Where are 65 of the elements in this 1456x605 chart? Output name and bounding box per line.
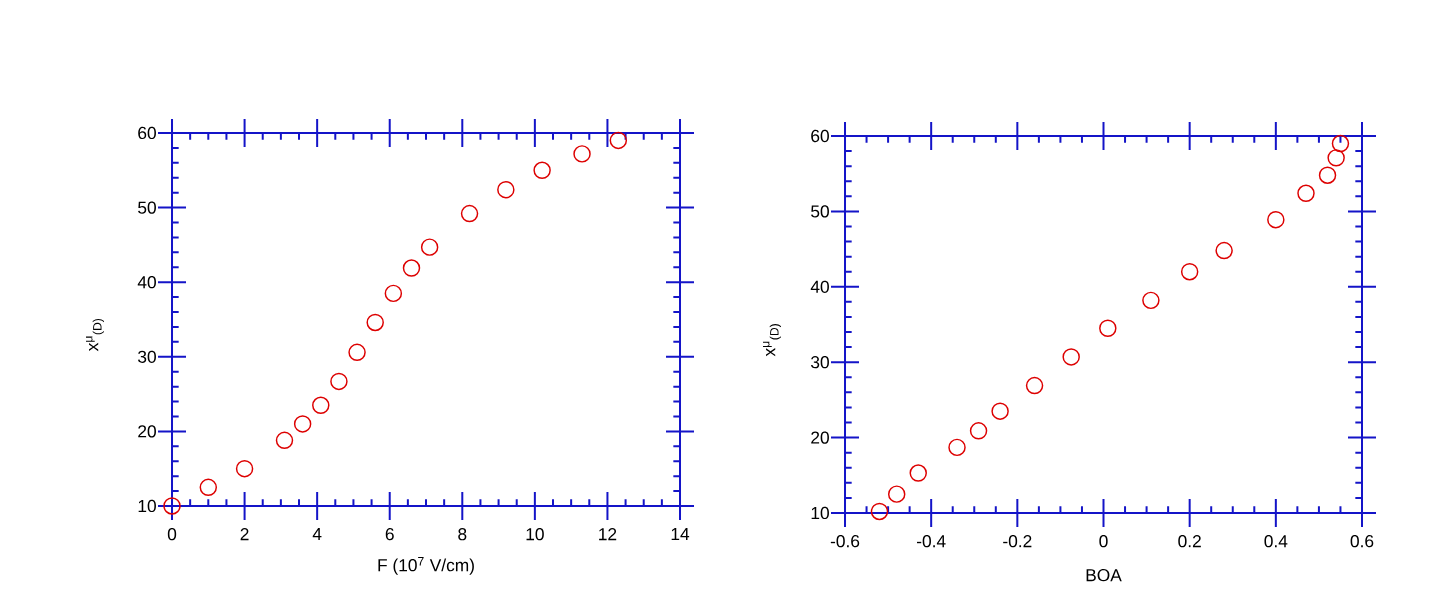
y-tick-label: 50 bbox=[811, 205, 829, 218]
x-tick-label: 0.6 bbox=[1350, 535, 1374, 548]
x-tick-label: 2 bbox=[240, 528, 249, 541]
x-tick-label: 0.4 bbox=[1264, 535, 1288, 548]
point bbox=[991, 402, 1009, 420]
point bbox=[969, 422, 988, 440]
point bbox=[497, 180, 515, 199]
point bbox=[533, 161, 551, 180]
point bbox=[887, 485, 906, 503]
y-tick-label: 20 bbox=[138, 425, 156, 438]
point bbox=[275, 431, 294, 450]
point bbox=[199, 478, 218, 497]
point bbox=[420, 238, 439, 256]
x-tick-label: 10 bbox=[526, 528, 544, 541]
point bbox=[348, 343, 366, 362]
point bbox=[1099, 319, 1117, 337]
x-tick-label: -0.4 bbox=[917, 535, 946, 548]
x-tick-label: 12 bbox=[599, 528, 617, 541]
y-tick-label: 30 bbox=[138, 350, 156, 363]
point bbox=[1267, 210, 1285, 229]
point bbox=[1327, 149, 1345, 167]
point bbox=[1025, 376, 1044, 395]
point bbox=[235, 459, 254, 478]
point bbox=[330, 372, 348, 391]
x-tick-label: 0 bbox=[167, 528, 177, 541]
x-tick-label: -0.2 bbox=[1003, 535, 1032, 548]
point bbox=[870, 502, 889, 521]
point bbox=[1297, 184, 1315, 203]
x-tick-label: 6 bbox=[385, 528, 394, 541]
x-tick-label: 0 bbox=[1099, 535, 1108, 548]
x-tick-label: 4 bbox=[312, 528, 322, 540]
y-tick-label: 50 bbox=[138, 201, 156, 214]
point bbox=[1331, 134, 1350, 153]
x-axis-title: F (10$^{7}$ V/cm) bbox=[378, 557, 474, 575]
x-tick-label: 14 bbox=[671, 528, 690, 540]
y-tick-label: 40 bbox=[810, 280, 829, 293]
point bbox=[402, 259, 421, 277]
point bbox=[293, 415, 312, 433]
point bbox=[460, 204, 479, 223]
y-tick-label: 10 bbox=[138, 499, 156, 513]
point bbox=[1215, 241, 1233, 260]
y-axis-title: x$^{μ}$(D) bbox=[86, 318, 104, 352]
point bbox=[1062, 348, 1080, 366]
y-tick-label: 30 bbox=[811, 356, 829, 369]
point bbox=[1180, 262, 1199, 281]
y-tick-label: 60 bbox=[138, 126, 156, 140]
point bbox=[948, 438, 966, 457]
point bbox=[366, 313, 384, 332]
y-tick-label: 10 bbox=[811, 506, 829, 520]
point bbox=[1318, 166, 1337, 184]
point bbox=[384, 284, 403, 303]
point bbox=[909, 464, 927, 482]
y-tick-label: 20 bbox=[811, 431, 829, 444]
y-axis-title: x$^{μ}$(D) bbox=[763, 324, 782, 357]
point bbox=[1142, 291, 1160, 310]
point bbox=[312, 396, 330, 415]
point bbox=[609, 131, 628, 150]
x-tick-label: 8 bbox=[458, 528, 467, 541]
x-axis-title: BOA bbox=[1086, 569, 1122, 582]
point bbox=[163, 497, 181, 515]
y-tick-label: 40 bbox=[137, 276, 156, 289]
y-tick-label: 60 bbox=[811, 129, 829, 143]
point bbox=[573, 145, 591, 163]
x-tick-label: 0.2 bbox=[1178, 535, 1201, 548]
x-tick-label: -0.6 bbox=[830, 535, 860, 548]
